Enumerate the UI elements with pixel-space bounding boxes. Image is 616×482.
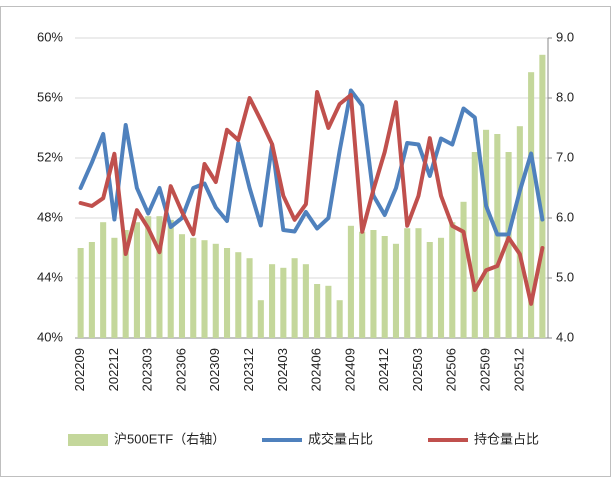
x-tick-label: 202406 <box>309 348 324 391</box>
x-tick-label: 202506 <box>444 348 459 391</box>
y-tick-label: 44% <box>37 269 63 284</box>
x-tick-label: 202403 <box>275 348 290 391</box>
bar <box>426 242 433 338</box>
bar <box>77 248 84 338</box>
bar <box>370 230 377 338</box>
y2-tick-label: 5.0 <box>556 269 574 284</box>
x-tick-label: 202309 <box>207 348 222 391</box>
bar <box>291 258 298 338</box>
x-tick-label: 202409 <box>342 348 357 391</box>
bar <box>212 243 219 338</box>
x-tick-label: 202303 <box>140 348 155 391</box>
x-tick-label: 202212 <box>106 348 121 391</box>
x-tick-label: 202209 <box>72 348 87 391</box>
bar <box>156 216 163 338</box>
y2-tick-label: 7.0 <box>556 149 574 164</box>
bar <box>223 248 231 338</box>
x-tick-label: 202503 <box>410 348 425 391</box>
bar <box>133 222 140 338</box>
line <box>78 90 545 306</box>
bar <box>167 219 174 338</box>
line <box>78 88 545 237</box>
bar <box>505 152 512 338</box>
y2-tick-label: 4.0 <box>556 329 574 344</box>
y-tick-label: 52% <box>37 149 63 164</box>
bar <box>325 285 332 338</box>
bar <box>471 152 478 338</box>
bar <box>88 242 95 338</box>
y2-tick-label: 8.0 <box>556 89 574 104</box>
bar <box>100 222 107 338</box>
bar <box>302 264 309 338</box>
bar <box>392 243 400 338</box>
bar <box>246 258 253 338</box>
bar <box>381 236 388 338</box>
bar <box>145 216 152 338</box>
bar <box>178 234 186 338</box>
bar <box>201 240 208 338</box>
bar <box>404 228 411 338</box>
x-tick-label: 202509 <box>477 348 492 391</box>
bar <box>437 237 445 338</box>
bar <box>516 126 523 338</box>
legend-swatch <box>68 434 108 446</box>
legend-label: 成交量占比 <box>308 431 373 446</box>
bar <box>359 231 366 338</box>
y-tick-label: 60% <box>37 29 63 44</box>
legend-label: 持仓量占比 <box>474 431 539 446</box>
bar <box>111 237 118 338</box>
bar <box>460 201 467 338</box>
bar <box>347 225 354 338</box>
bar <box>122 230 129 338</box>
bar <box>449 222 456 338</box>
y-tick-label: 48% <box>37 209 63 224</box>
y-tick-label: 40% <box>37 329 63 344</box>
legend-label: 沪500ETF（右轴） <box>114 431 225 446</box>
x-tick-label: 202306 <box>173 348 188 391</box>
bar <box>235 252 242 338</box>
bar <box>269 264 276 338</box>
x-tick-label: 202512 <box>511 348 526 391</box>
x-tick-label: 202312 <box>241 348 256 391</box>
bar <box>314 284 321 338</box>
y2-tick-label: 9.0 <box>556 29 574 44</box>
x-tick-label: 202412 <box>376 348 391 391</box>
y2-tick-label: 6.0 <box>556 209 574 224</box>
bar <box>190 237 197 338</box>
bar <box>257 300 264 338</box>
y-tick-label: 56% <box>37 89 63 104</box>
bar <box>415 228 422 338</box>
bar <box>528 72 535 338</box>
bar <box>539 54 546 339</box>
bar <box>280 267 287 338</box>
bar <box>336 300 343 338</box>
bar <box>483 129 490 338</box>
